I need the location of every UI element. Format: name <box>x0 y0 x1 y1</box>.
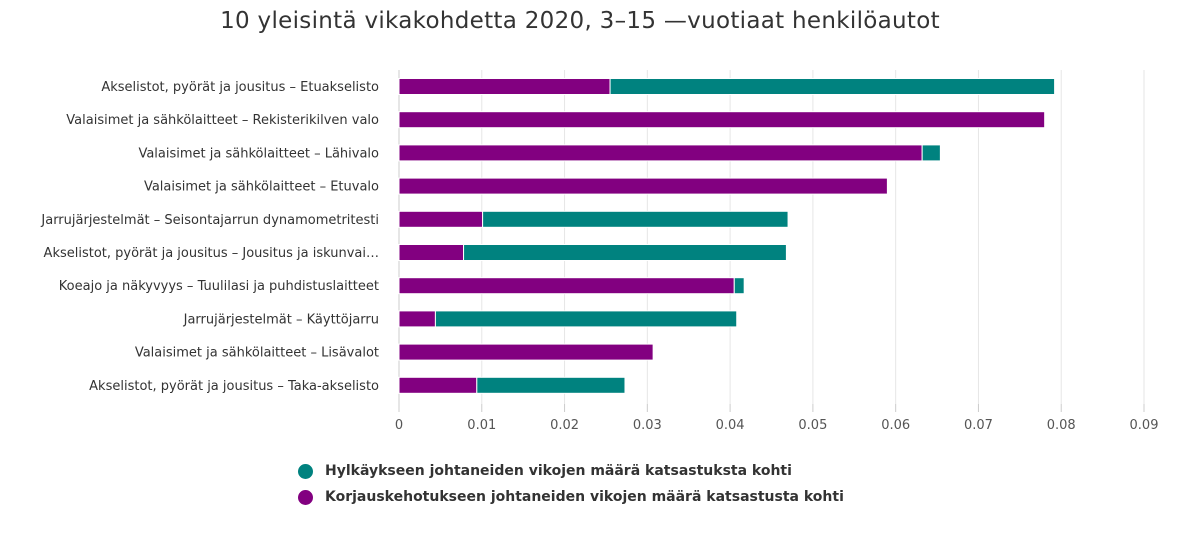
x-tick-label: 0.01 <box>467 418 496 433</box>
bar-segment-korjaus[interactable] <box>398 376 478 394</box>
x-tick-label: 0.08 <box>1047 418 1076 433</box>
legend-item-korjaus[interactable]: Korjauskehotukseen johtaneiden vikojen m… <box>298 484 844 510</box>
x-tick-label: 0.09 <box>1130 418 1159 433</box>
bar-segment-hylkays[interactable] <box>609 78 1056 95</box>
bar-segment-korjaus[interactable] <box>398 244 465 261</box>
category-label: Valaisimet ja sähkölaitteet – Rekisterik… <box>66 113 379 128</box>
bar-segment-korjaus[interactable] <box>398 144 923 162</box>
bars-layer <box>398 78 1056 394</box>
category-label: Koeajo ja näkyvyys – Tuulilasi ja puhdis… <box>59 279 379 294</box>
category-label: Valaisimet ja sähkölaitteet – Etuvalo <box>144 180 379 195</box>
category-label: Jarrujärjestelmät – Käyttöjarru <box>183 312 379 327</box>
x-tick-label: 0.04 <box>716 418 745 433</box>
bar-segment-korjaus[interactable] <box>398 78 611 95</box>
category-label: Valaisimet ja sähkölaitteet – Lähivalo <box>138 146 379 161</box>
legend-label-korjaus: Korjauskehotukseen johtaneiden vikojen m… <box>325 489 844 505</box>
x-tick-label: 0.06 <box>881 418 910 433</box>
category-label: Akselistot, pyörät ja jousitus – Taka-ak… <box>89 379 379 394</box>
category-label: Valaisimet ja sähkölaitteet – Lisävalot <box>135 346 379 361</box>
bar-segment-hylkays[interactable] <box>434 310 738 328</box>
bar-segment-korjaus[interactable] <box>398 177 888 195</box>
legend-marker-korjaus <box>298 489 313 505</box>
bar-segment-korjaus[interactable] <box>398 310 436 328</box>
bar-segment-hylkays[interactable] <box>476 376 626 394</box>
bar-segment-hylkays[interactable] <box>921 144 941 162</box>
bar-segment-korjaus[interactable] <box>398 111 1046 129</box>
legend: Hylkäykseen johtaneiden vikojen määrä ka… <box>298 458 844 510</box>
legend-label-hylkays: Hylkäykseen johtaneiden vikojen määrä ka… <box>325 463 792 479</box>
bar-segment-korjaus[interactable] <box>398 343 654 361</box>
bar-segment-korjaus[interactable] <box>398 277 735 295</box>
category-label: Akselistot, pyörät ja jousitus – Jousitu… <box>44 246 379 261</box>
x-tick-label: 0 <box>395 418 403 433</box>
x-tick-label: 0.07 <box>964 418 993 433</box>
bar-segment-korjaus[interactable] <box>398 210 484 228</box>
legend-item-hylkays[interactable]: Hylkäykseen johtaneiden vikojen määrä ka… <box>298 458 844 484</box>
category-labels: Akselistot, pyörät ja jousitus – Etuakse… <box>40 80 379 394</box>
x-tick-label: 0.02 <box>550 418 579 433</box>
bar-segment-hylkays[interactable] <box>482 210 789 228</box>
bar-segment-hylkays[interactable] <box>463 244 787 261</box>
legend-marker-hylkays <box>298 463 313 479</box>
x-tick-label: 0.05 <box>798 418 827 433</box>
category-label: Jarrujärjestelmät – Seisontajarrun dynam… <box>40 213 379 228</box>
x-axis-ticks: 0 0.01 0.02 0.03 0.04 0.05 0.06 0.07 0.08 0.09 <box>395 418 1159 433</box>
bar-segment-hylkays[interactable] <box>733 277 745 295</box>
x-tick-label: 0.03 <box>633 418 662 433</box>
category-label: Akselistot, pyörät ja jousitus – Etuakse… <box>101 80 379 95</box>
chart-title: 10 yleisintä vikakohdetta 2020, 3–15 —vu… <box>220 8 940 34</box>
